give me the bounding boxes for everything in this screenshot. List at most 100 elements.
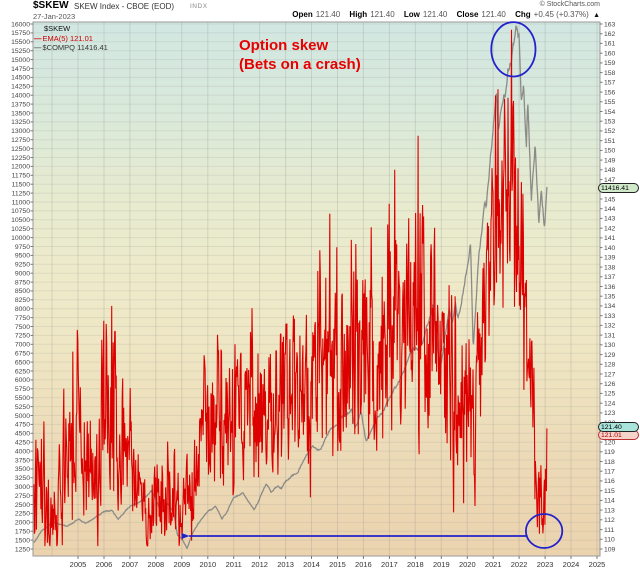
svg-text:156: 156 bbox=[604, 89, 616, 96]
series-legend: $SKEW —EMA(5) 121.01 —$COMPQ 11416.41 bbox=[34, 24, 108, 53]
skew-ema-line bbox=[33, 29, 548, 547]
svg-text:2009: 2009 bbox=[173, 560, 190, 569]
svg-text:12250: 12250 bbox=[11, 155, 30, 162]
open-label: Open bbox=[292, 10, 313, 19]
svg-text:155: 155 bbox=[604, 99, 616, 106]
option-skew-annotation: Option skew (Bets on a crash) bbox=[239, 36, 361, 74]
svg-text:2008: 2008 bbox=[147, 560, 164, 569]
svg-text:2010: 2010 bbox=[199, 560, 216, 569]
ema-line-swatch: — bbox=[34, 33, 42, 43]
stockcharts-credit: © StockCharts.com bbox=[539, 1, 600, 8]
svg-text:161: 161 bbox=[604, 41, 616, 48]
svg-text:2000: 2000 bbox=[15, 520, 30, 527]
svg-text:1500: 1500 bbox=[15, 537, 30, 544]
low-label: Low bbox=[403, 10, 420, 19]
svg-text:2013: 2013 bbox=[277, 560, 294, 569]
svg-text:11000: 11000 bbox=[12, 199, 31, 206]
svg-text:115: 115 bbox=[604, 488, 615, 495]
svg-text:147: 147 bbox=[604, 177, 616, 184]
svg-text:162: 162 bbox=[604, 31, 616, 38]
svg-text:124: 124 bbox=[604, 401, 616, 408]
compq-line bbox=[33, 25, 548, 550]
svg-text:9750: 9750 bbox=[15, 244, 30, 251]
svg-text:12500: 12500 bbox=[11, 146, 30, 153]
svg-text:119: 119 bbox=[604, 449, 615, 456]
compq-last-value-badge: 11416.41 bbox=[598, 183, 639, 193]
svg-text:118: 118 bbox=[604, 459, 615, 466]
svg-text:7000: 7000 bbox=[15, 342, 30, 349]
svg-text:1250: 1250 bbox=[15, 546, 30, 553]
svg-text:153: 153 bbox=[604, 119, 616, 126]
svg-text:151: 151 bbox=[604, 138, 616, 145]
svg-text:1750: 1750 bbox=[15, 529, 30, 536]
blue-annotations bbox=[181, 21, 564, 549]
close-value: 121.40 bbox=[481, 10, 506, 19]
svg-text:15250: 15250 bbox=[11, 48, 30, 55]
svg-text:138: 138 bbox=[604, 264, 616, 271]
svg-text:8750: 8750 bbox=[15, 279, 30, 286]
svg-text:6500: 6500 bbox=[15, 359, 30, 366]
svg-text:134: 134 bbox=[604, 303, 616, 310]
svg-text:6250: 6250 bbox=[15, 368, 30, 375]
svg-text:160: 160 bbox=[604, 51, 616, 58]
legend-skew: $SKEW bbox=[44, 24, 71, 33]
high-label: High bbox=[349, 10, 368, 19]
svg-text:2005: 2005 bbox=[70, 560, 87, 569]
svg-text:2018: 2018 bbox=[407, 560, 424, 569]
svg-text:112: 112 bbox=[604, 517, 615, 524]
svg-text:2015: 2015 bbox=[329, 560, 346, 569]
svg-text:2006: 2006 bbox=[96, 560, 113, 569]
svg-text:2014: 2014 bbox=[303, 560, 320, 569]
svg-text:10500: 10500 bbox=[11, 217, 30, 224]
svg-text:5500: 5500 bbox=[15, 395, 30, 402]
svg-text:7250: 7250 bbox=[15, 333, 30, 340]
svg-text:2022: 2022 bbox=[511, 560, 528, 569]
svg-text:148: 148 bbox=[604, 167, 616, 174]
svg-text:129: 129 bbox=[604, 352, 616, 359]
svg-text:157: 157 bbox=[604, 80, 616, 87]
svg-text:154: 154 bbox=[604, 109, 616, 116]
annotation-line1: Option skew bbox=[239, 37, 329, 54]
svg-text:145: 145 bbox=[604, 196, 616, 203]
svg-text:8000: 8000 bbox=[15, 306, 30, 313]
svg-text:2007: 2007 bbox=[122, 560, 139, 569]
svg-text:143: 143 bbox=[604, 216, 616, 223]
chg-value: +0.45 (+0.37%) bbox=[533, 10, 589, 19]
svg-text:2025: 2025 bbox=[589, 560, 606, 569]
svg-text:135: 135 bbox=[604, 294, 616, 301]
svg-text:14250: 14250 bbox=[11, 84, 30, 91]
svg-text:152: 152 bbox=[604, 128, 616, 135]
svg-text:3000: 3000 bbox=[15, 484, 30, 491]
svg-text:13500: 13500 bbox=[11, 110, 30, 117]
svg-text:136: 136 bbox=[604, 284, 616, 291]
svg-text:5000: 5000 bbox=[15, 413, 30, 420]
svg-text:4500: 4500 bbox=[15, 431, 30, 438]
svg-text:2020: 2020 bbox=[459, 560, 476, 569]
svg-text:140: 140 bbox=[604, 245, 616, 252]
change-up-arrow-icon: ▲ bbox=[593, 12, 600, 19]
svg-text:131: 131 bbox=[604, 332, 616, 339]
svg-text:130: 130 bbox=[604, 342, 616, 349]
svg-text:6000: 6000 bbox=[15, 377, 30, 384]
svg-text:5250: 5250 bbox=[15, 404, 30, 411]
svg-text:2024: 2024 bbox=[563, 560, 580, 569]
svg-text:11250: 11250 bbox=[12, 190, 31, 197]
svg-text:12000: 12000 bbox=[11, 164, 30, 171]
svg-text:2011: 2011 bbox=[226, 560, 242, 569]
legend-ema: —EMA(5) 121.01 bbox=[34, 33, 93, 43]
svg-text:109: 109 bbox=[604, 546, 616, 553]
svg-text:128: 128 bbox=[604, 362, 616, 369]
svg-text:13750: 13750 bbox=[11, 101, 30, 108]
svg-text:2250: 2250 bbox=[15, 511, 30, 518]
svg-text:3750: 3750 bbox=[15, 457, 30, 464]
ticker-symbol: $SKEW bbox=[33, 0, 69, 11]
svg-text:8250: 8250 bbox=[15, 297, 30, 304]
svg-text:2500: 2500 bbox=[15, 502, 30, 509]
close-label: Close bbox=[456, 10, 479, 19]
svg-text:111: 111 bbox=[604, 527, 615, 534]
high-value: 121.40 bbox=[370, 10, 395, 19]
svg-text:133: 133 bbox=[604, 313, 616, 320]
